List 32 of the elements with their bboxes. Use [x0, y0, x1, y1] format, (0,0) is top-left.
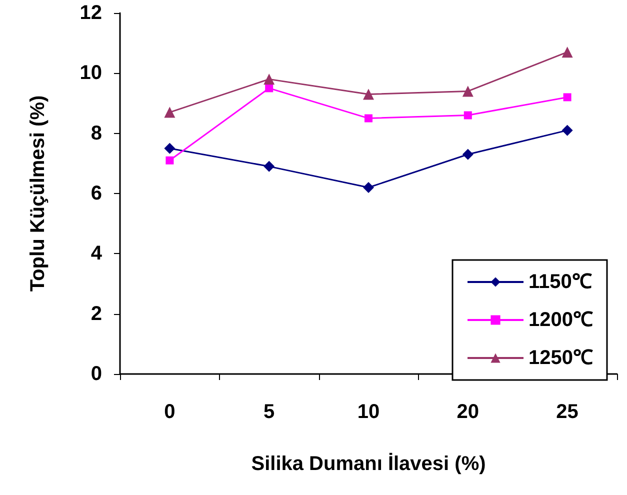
- point: [264, 74, 275, 85]
- legend-label: 1200℃: [528, 309, 594, 331]
- point: [363, 88, 374, 100]
- y-tick-label: 2: [90, 302, 102, 325]
- point: [265, 84, 274, 92]
- x-axis-title: Silika Dumanı İlavesi (%): [251, 452, 486, 475]
- y-tick-label: 12: [80, 2, 102, 24]
- point: [264, 160, 275, 172]
- y-tick-label: 6: [90, 182, 102, 204]
- point: [166, 156, 174, 164]
- point: [462, 148, 474, 160]
- x-tick-label: 10: [357, 401, 380, 423]
- x-tick-label: 0: [164, 401, 176, 423]
- point: [464, 111, 472, 120]
- point: [364, 114, 372, 122]
- point: [563, 93, 572, 102]
- point: [164, 142, 176, 154]
- y-tick-label: 8: [90, 122, 102, 144]
- legend-label: 1250℃: [528, 347, 594, 369]
- point: [462, 86, 474, 97]
- y-axis-title: Toplu Küçülmesi (%): [27, 95, 49, 292]
- legend-label: 1150℃: [528, 271, 592, 293]
- point: [562, 124, 573, 136]
- point: [164, 106, 176, 118]
- y-tick-label: 10: [80, 62, 102, 84]
- x-tick-label: 25: [556, 401, 578, 423]
- point: [363, 182, 374, 193]
- x-tick-label: 5: [264, 401, 275, 423]
- y-tick-label: 4: [90, 242, 103, 265]
- y-tick-label: 0: [90, 363, 102, 385]
- point: [562, 46, 573, 58]
- x-tick-label: 20: [456, 401, 480, 423]
